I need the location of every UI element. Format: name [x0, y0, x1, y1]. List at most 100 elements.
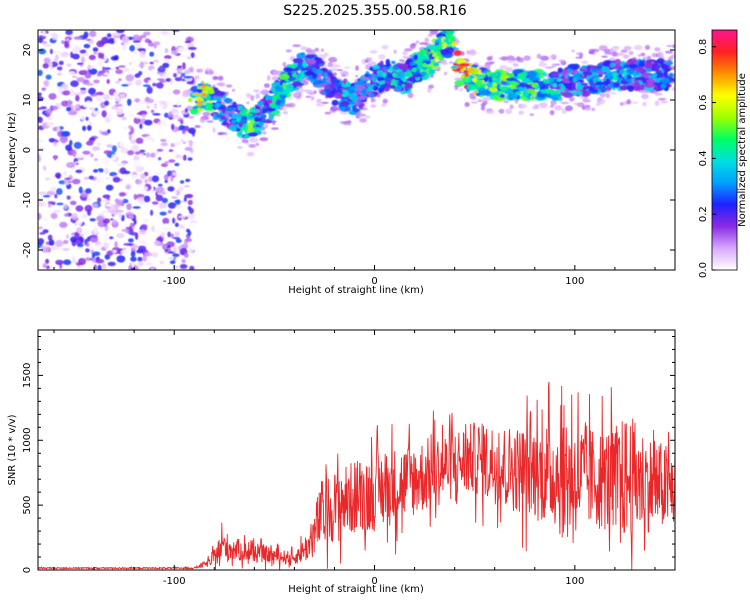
noise-blob	[112, 219, 117, 225]
ridge-blob	[557, 67, 563, 73]
ridge-blob	[653, 66, 660, 72]
noise-blob	[188, 115, 195, 119]
halo-blob	[404, 48, 413, 52]
ridge-blob	[430, 58, 436, 65]
noise-blob	[110, 218, 114, 221]
ridge-blob	[376, 70, 384, 75]
noise-blob	[121, 228, 130, 232]
noise-blob	[40, 245, 49, 249]
noise-blob	[188, 139, 193, 147]
noise-blob	[38, 201, 46, 207]
noise-blob	[95, 95, 103, 102]
noise-blob	[38, 112, 41, 117]
ridge-point	[632, 72, 638, 78]
noise-blob	[105, 184, 114, 191]
ridge-point	[272, 97, 277, 103]
noise-blob	[60, 131, 70, 137]
noise-blob	[167, 210, 172, 214]
halo-blob	[666, 44, 674, 48]
noise-blob	[78, 251, 85, 256]
ridge-blob	[663, 71, 668, 77]
ridge-point	[652, 72, 658, 78]
ridge-point	[382, 72, 387, 78]
noise-blob	[51, 32, 58, 41]
noise-blob	[173, 73, 177, 78]
noise-blob	[134, 50, 138, 55]
noise-blob	[181, 33, 188, 38]
noise-blob	[72, 62, 76, 70]
ridge-blob	[366, 82, 371, 87]
halo-blob	[571, 49, 575, 53]
halo-blob	[523, 55, 531, 61]
noise-blob	[86, 38, 91, 42]
halo-blob	[507, 60, 516, 64]
noise-blob	[89, 218, 96, 222]
ridge-blob	[521, 77, 531, 84]
noise-blob	[157, 127, 162, 135]
noise-blob	[128, 214, 134, 220]
halo-blob	[554, 105, 563, 111]
noise-blob	[186, 81, 195, 85]
noise-blob	[88, 246, 96, 250]
noise-blob	[85, 188, 92, 194]
ridge-blob	[614, 83, 621, 87]
noise-blob	[87, 87, 96, 95]
halo-blob	[199, 117, 206, 123]
noise-blob	[106, 79, 110, 84]
noise-blob	[44, 164, 54, 168]
ridge-blob	[419, 49, 428, 55]
halo-blob	[344, 66, 351, 69]
figure-title: S225.2025.355.00.58.R16	[283, 3, 466, 19]
halo-blob	[611, 51, 617, 57]
noise-blob	[74, 104, 79, 109]
noise-blob	[177, 46, 186, 54]
noise-blob	[38, 238, 45, 245]
noise-blob	[75, 94, 80, 102]
noise-blob	[168, 159, 176, 163]
noise-blob	[190, 52, 195, 58]
noise-blob	[160, 142, 169, 147]
noise-blob	[80, 87, 87, 91]
noise-blob	[134, 265, 139, 270]
ridge-blob	[389, 85, 396, 89]
snr-x-tick-label: -100	[163, 576, 186, 587]
noise-blob	[167, 231, 171, 238]
halo-blob	[341, 111, 348, 115]
halo-blob	[575, 56, 583, 59]
ridge-blob	[560, 69, 569, 75]
noise-blob	[66, 106, 72, 112]
noise-blob	[149, 51, 155, 57]
noise-blob	[71, 178, 81, 185]
halo-blob	[331, 64, 341, 68]
ridge-blob	[379, 84, 389, 89]
halo-blob	[482, 96, 491, 101]
noise-blob	[186, 228, 190, 233]
ridge-blob	[283, 67, 294, 73]
noise-blob	[139, 50, 146, 59]
halo-blob	[393, 49, 397, 54]
ridge-blob	[409, 61, 416, 66]
halo-blob	[282, 61, 287, 67]
noise-blob	[75, 154, 85, 159]
ridge-blob	[660, 83, 667, 89]
ridge-blob	[384, 76, 392, 83]
noise-blob	[125, 74, 135, 82]
noise-blob	[62, 239, 69, 245]
halo-blob	[253, 89, 260, 93]
halo-blob	[212, 127, 216, 133]
snr-x-tick-label: 0	[371, 576, 377, 587]
snr-y-tick-label: 500	[22, 496, 33, 515]
halo-blob	[287, 102, 296, 108]
noise-blob	[87, 120, 93, 127]
halo-blob	[505, 108, 512, 115]
noise-blob	[43, 44, 52, 47]
ridge-blob	[508, 88, 513, 94]
noise-blob	[159, 211, 167, 216]
halo-blob	[654, 100, 660, 106]
noise-blob	[93, 169, 99, 173]
noise-blob	[80, 115, 86, 122]
snr-x-tick-label: 100	[565, 576, 584, 587]
noise-blob	[164, 58, 171, 64]
noise-blob	[186, 56, 192, 60]
ridge-point	[442, 42, 447, 48]
